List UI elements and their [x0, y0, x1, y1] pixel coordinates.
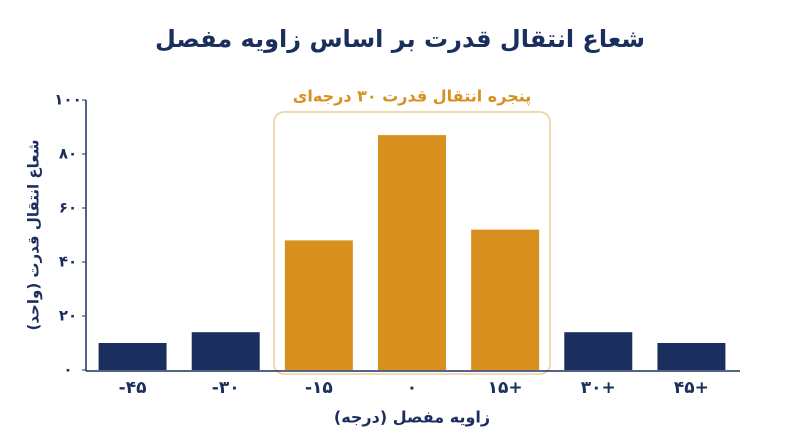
- bar: [191, 332, 260, 370]
- bar: [564, 332, 633, 370]
- annotation: پنجره انتقال قدرت ۳۰ درجه‌ای: [293, 87, 532, 107]
- y-tick-label: ۸۰: [59, 145, 77, 163]
- bar: [284, 240, 353, 370]
- y-tick-label: ۱۰۰: [54, 91, 81, 109]
- bar: [378, 135, 446, 370]
- x-tick-label: -۱۵: [305, 378, 333, 398]
- bar: [98, 343, 167, 370]
- x-tick-label: -۴۵: [119, 378, 147, 398]
- x-axis-label: زاویه مفصل (درجه): [334, 408, 490, 427]
- x-tick-label: ۴۵+: [674, 378, 709, 398]
- bar: [657, 343, 726, 370]
- y-tick-label: ۰: [63, 361, 72, 379]
- chart-title: شعاع انتقال قدرت بر اساس زاویه مفصل: [155, 25, 645, 53]
- annotation-bg: [300, 85, 524, 109]
- x-tick-label: ۰: [407, 378, 417, 398]
- y-tick-label: ۴۰: [59, 253, 77, 271]
- y-tick-label: ۲۰: [59, 307, 77, 325]
- x-tick-label: -۳۰: [212, 378, 240, 398]
- x-tick-label: ۳۰+: [581, 378, 616, 398]
- x-tick-label: ۱۵+: [488, 378, 523, 398]
- y-axis-label: شعاع انتقال قدرت (واحد): [25, 140, 43, 331]
- bar: [471, 229, 540, 370]
- y-tick-label: ۶۰: [59, 199, 77, 217]
- annotation-box: [273, 111, 551, 375]
